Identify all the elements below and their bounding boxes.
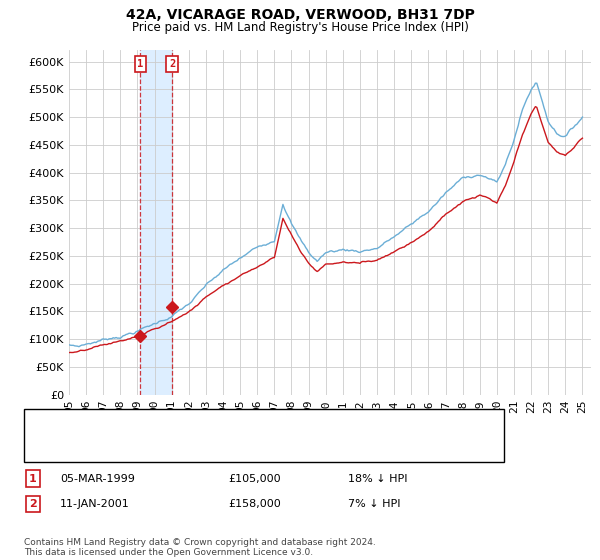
Bar — [140, 50, 172, 395]
Text: 2: 2 — [29, 499, 37, 509]
Text: 11-JAN-2001: 11-JAN-2001 — [60, 499, 130, 509]
Text: Price paid vs. HM Land Registry's House Price Index (HPI): Price paid vs. HM Land Registry's House … — [131, 21, 469, 34]
Text: ——: —— — [33, 417, 61, 431]
Text: HPI: Average price, detached house, Dorset: HPI: Average price, detached house, Dors… — [63, 445, 290, 455]
Text: ——: —— — [33, 444, 61, 458]
Text: 7% ↓ HPI: 7% ↓ HPI — [348, 499, 401, 509]
Text: 42A, VICARAGE ROAD, VERWOOD, BH31 7DP (detached house): 42A, VICARAGE ROAD, VERWOOD, BH31 7DP (d… — [63, 419, 392, 429]
Text: 18% ↓ HPI: 18% ↓ HPI — [348, 474, 407, 484]
Text: 05-MAR-1999: 05-MAR-1999 — [60, 474, 135, 484]
Text: 2: 2 — [169, 59, 175, 69]
Text: 42A, VICARAGE ROAD, VERWOOD, BH31 7DP: 42A, VICARAGE ROAD, VERWOOD, BH31 7DP — [125, 8, 475, 22]
Text: Contains HM Land Registry data © Crown copyright and database right 2024.
This d: Contains HM Land Registry data © Crown c… — [24, 538, 376, 557]
Text: £158,000: £158,000 — [228, 499, 281, 509]
Text: £105,000: £105,000 — [228, 474, 281, 484]
Text: 1: 1 — [29, 474, 37, 484]
Text: 1: 1 — [137, 59, 143, 69]
